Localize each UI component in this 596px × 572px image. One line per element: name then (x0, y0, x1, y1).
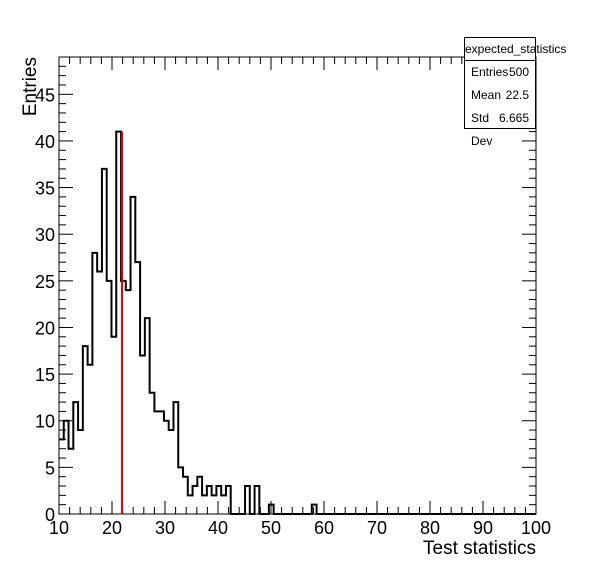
histogram-bin (78, 430, 83, 514)
y-tick-labels: 0 5 10 15 20 25 30 35 40 45 (35, 85, 55, 525)
stats-label: Entries (471, 65, 509, 79)
stats-box: expected_statistics Entries 500 Mean 22.… (464, 37, 566, 148)
x-tick-label: 10 (49, 518, 69, 538)
x-tick-label: 90 (473, 518, 493, 538)
stats-row-mean: Mean 22.5 (465, 84, 535, 107)
y-tick-label: 30 (35, 225, 55, 245)
stats-row-entries: Entries 500 (465, 61, 535, 84)
histogram-bin (88, 365, 93, 514)
stats-box-title: expected_statistics (465, 38, 566, 61)
histogram-bin (169, 430, 174, 514)
y-tick-label: 40 (35, 132, 55, 152)
x-tick-label: 70 (367, 518, 387, 538)
x-tick-label: 50 (261, 518, 281, 538)
histogram-bin (154, 411, 159, 514)
histogram-bin (221, 495, 226, 514)
x-tick-label: 40 (208, 518, 228, 538)
stats-row-stddev: Std Dev 6.665 (465, 107, 535, 148)
y-tick-label: 35 (35, 179, 55, 199)
histogram-bins (59, 132, 317, 514)
histogram-bin (212, 495, 217, 514)
histogram-bin (188, 495, 193, 514)
x-tick-labels: 10 20 30 40 50 60 70 80 90 100 (49, 518, 551, 538)
histogram-outline (59, 130, 536, 515)
histogram-bin (202, 495, 207, 514)
stats-value: 6.665 (498, 111, 529, 125)
y-tick-label: 5 (45, 458, 55, 478)
y-tick-label: 15 (35, 365, 55, 385)
x-tick-label: 20 (102, 518, 122, 538)
x-tick-label: 30 (155, 518, 175, 538)
stats-label: Std Dev (471, 111, 493, 148)
histogram-bin (97, 272, 102, 514)
y-tick-label: 25 (35, 272, 55, 292)
histogram-bin (164, 421, 169, 514)
stats-value: 22.5 (505, 88, 529, 102)
y-tick-label: 10 (35, 412, 55, 432)
y-axis-title: Entries (20, 57, 41, 116)
histogram-bin (159, 411, 164, 514)
x-tick-label: 100 (521, 518, 551, 538)
x-axis-title: Test statistics (423, 538, 536, 559)
y-tick-label: 0 (45, 505, 55, 525)
x-tick-label: 80 (420, 518, 440, 538)
y-tick-label: 20 (35, 318, 55, 338)
histogram-bin (126, 290, 131, 514)
axis-ticks (58, 56, 537, 515)
y-tick-label: 45 (35, 85, 55, 105)
x-tick-label: 60 (314, 518, 334, 538)
histogram-bin (140, 355, 145, 514)
stats-label: Mean (471, 88, 502, 102)
histogram-bin (69, 449, 74, 514)
stats-value: 500 (508, 65, 529, 79)
histogram-bin (111, 337, 116, 514)
